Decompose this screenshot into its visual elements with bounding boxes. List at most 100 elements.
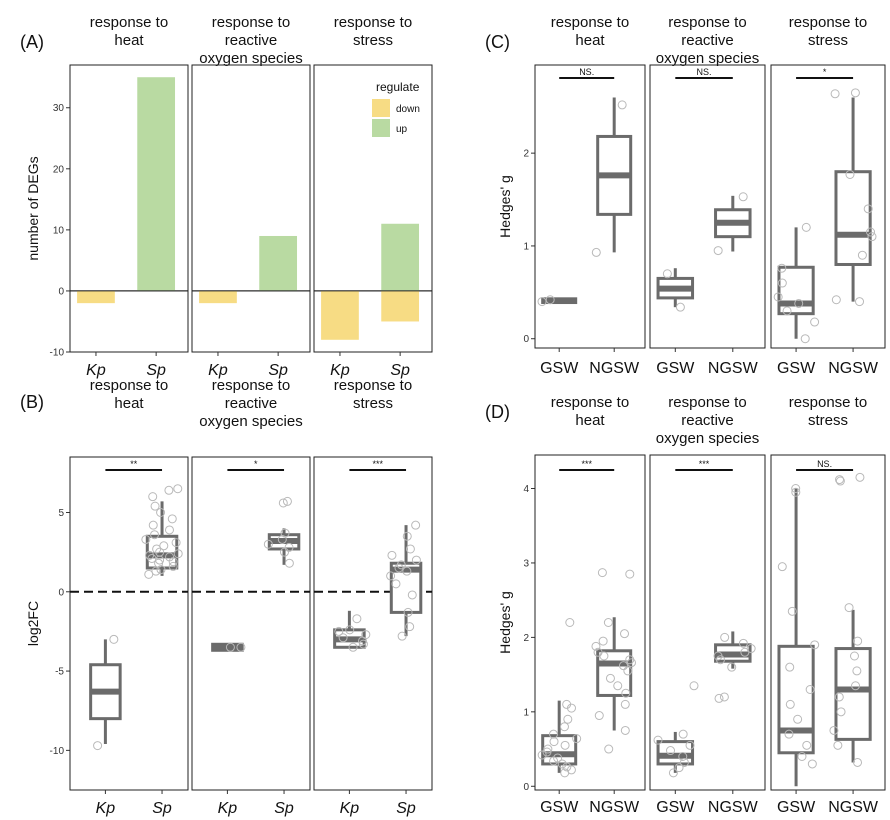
data-point	[777, 278, 787, 288]
y-tick-label: 0	[523, 334, 529, 345]
y-tick-label: 30	[53, 103, 65, 114]
data-point	[411, 555, 421, 565]
data-point	[537, 297, 547, 307]
legend: regulate down up	[372, 80, 420, 137]
facet-title-line: oxygen species	[199, 413, 302, 430]
facet-frame	[69, 456, 189, 791]
data-point	[147, 553, 157, 563]
data-point	[679, 757, 689, 767]
bar-kp-down	[321, 290, 359, 340]
data-point	[830, 89, 840, 99]
data-point	[625, 569, 635, 579]
bar-kp-down	[77, 290, 115, 304]
data-point	[164, 525, 174, 535]
data-point	[855, 472, 865, 482]
data-point	[835, 475, 845, 485]
x-tick-label: Kp	[208, 362, 228, 379]
data-point	[565, 618, 575, 627]
box-body	[834, 170, 872, 266]
x-tick-label: GSW	[777, 799, 816, 816]
facet-title-line: oxygen species	[656, 430, 759, 447]
data-point	[387, 550, 397, 560]
facet-title-line: heat	[114, 32, 144, 49]
data-point	[835, 476, 845, 486]
data-point	[93, 741, 103, 751]
data-point	[545, 295, 555, 305]
data-point	[280, 528, 290, 538]
data-point	[713, 651, 723, 661]
facet-frame	[770, 64, 886, 349]
data-point	[666, 746, 676, 756]
data-point	[836, 707, 846, 717]
data-point	[277, 534, 287, 544]
data-point	[594, 711, 604, 721]
data-point	[831, 295, 841, 305]
facet-title-line: reactive	[681, 412, 734, 429]
facet-title-line: response to	[212, 14, 290, 31]
facet-frame	[534, 64, 646, 349]
data-point	[603, 618, 613, 627]
data-point	[159, 541, 169, 551]
data-point	[773, 292, 783, 302]
facet-title-line: response to	[789, 14, 867, 31]
x-tick-label: NGSW	[708, 360, 759, 377]
data-point	[714, 693, 724, 703]
data-point	[411, 520, 421, 530]
facet-title-line: response to	[668, 14, 746, 31]
x-tick-label: GSW	[540, 799, 579, 816]
facet-frame	[770, 454, 886, 791]
facet-frame	[191, 64, 311, 353]
data-point	[777, 263, 787, 273]
data-point	[653, 735, 663, 745]
data-point	[855, 297, 865, 307]
box-sp	[141, 484, 183, 579]
data-point	[793, 714, 803, 724]
box-gsw	[773, 222, 820, 344]
facet-title-line: response to	[90, 377, 168, 394]
data-point	[674, 763, 684, 773]
y-tick-label: -10	[50, 348, 65, 359]
data-point	[829, 725, 839, 735]
data-point	[797, 752, 807, 761]
data-point	[167, 514, 177, 524]
significance-label: *	[254, 459, 258, 469]
data-point	[225, 642, 235, 652]
data-point	[675, 302, 685, 312]
data-point	[148, 492, 158, 502]
data-point	[713, 246, 723, 256]
data-point	[845, 169, 855, 179]
data-point	[156, 508, 166, 517]
x-tick-label: Kp	[96, 800, 116, 817]
data-point	[777, 562, 787, 572]
box-gsw	[537, 618, 582, 778]
data-point	[562, 699, 572, 709]
data-point	[165, 552, 175, 562]
bar-sp-down	[381, 290, 420, 322]
facet-title-line: response to	[551, 394, 629, 411]
facet-title-line: response to	[90, 14, 168, 31]
data-point	[833, 740, 843, 750]
data-point	[236, 642, 246, 652]
data-point	[348, 642, 358, 652]
data-point	[263, 539, 273, 549]
data-point	[621, 688, 631, 698]
box-body	[777, 644, 815, 755]
data-point	[284, 542, 294, 552]
x-tick-label: Kp	[86, 362, 106, 379]
facet-frame	[69, 64, 189, 353]
significance-label: NS.	[817, 459, 832, 469]
data-point	[801, 222, 811, 232]
data-point	[719, 692, 729, 702]
y-axis-title: number of DEGs	[25, 156, 41, 260]
y-tick-label: 0	[58, 587, 64, 598]
x-tick-label: Kp	[218, 800, 238, 817]
data-point	[853, 757, 863, 767]
data-point	[338, 633, 348, 643]
data-point	[746, 644, 756, 654]
